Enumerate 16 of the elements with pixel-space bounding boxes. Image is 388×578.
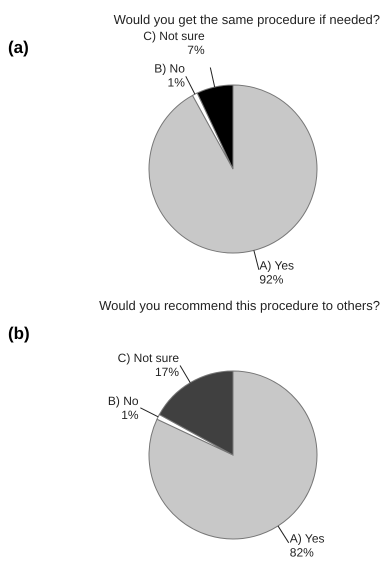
- data-label: 17%: [155, 364, 180, 379]
- text: (b): [8, 324, 30, 344]
- data-label: 1%: [168, 76, 186, 90]
- slice-label: C) Not sure: [143, 29, 205, 44]
- chart-title: Would you recommend this procedure to others?: [98, 297, 380, 313]
- data-label: 82%: [290, 546, 314, 560]
- data-label: 1%: [121, 408, 139, 422]
- slice-label: B) No: [108, 394, 139, 408]
- data-label: 92%: [259, 272, 284, 287]
- text: (a): [8, 38, 29, 58]
- slice-label: C) Not sure: [118, 350, 180, 365]
- slice-label: B) No: [154, 62, 186, 76]
- slice-label: A) Yes: [290, 532, 324, 546]
- data-label: 7%: [187, 43, 205, 58]
- slice-label: A) Yes: [259, 258, 294, 273]
- chart-title: Would you get the same procedure if needed?: [112, 11, 380, 27]
